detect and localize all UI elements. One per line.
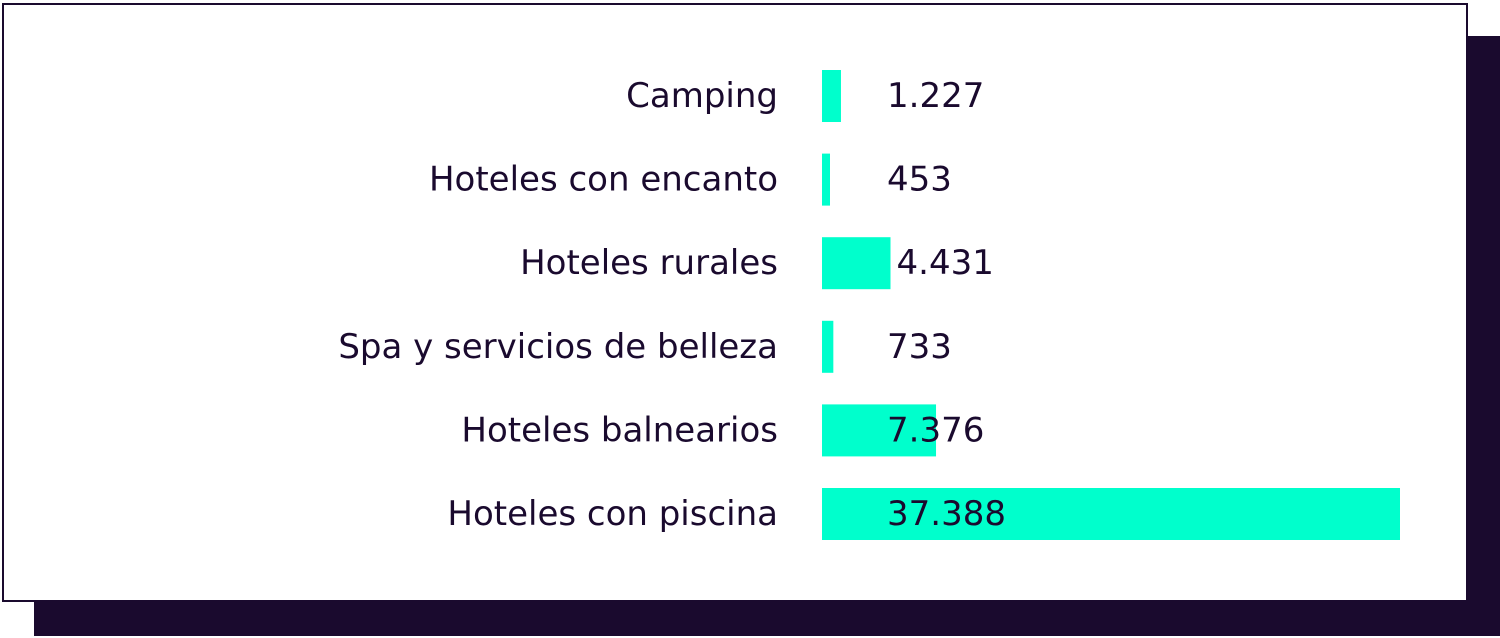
category-label: Hoteles con piscina: [447, 494, 778, 534]
bar-row: Hoteles con piscina 37.388: [447, 488, 1400, 540]
bar: [822, 237, 891, 290]
value-label: 7.376: [887, 410, 984, 450]
bar-row: Hoteles con encanto 453: [429, 153, 952, 206]
bar: [822, 404, 937, 457]
category-label: Spa y servicios de belleza: [338, 327, 778, 367]
category-label: Hoteles con encanto: [429, 160, 778, 200]
value-label: 733: [887, 327, 952, 367]
category-label: Camping: [626, 76, 778, 116]
value-label: 1.227: [887, 76, 984, 116]
value-label: 37.388: [887, 494, 1006, 534]
category-label: Hoteles balnearios: [461, 410, 778, 450]
bar: [822, 70, 841, 122]
bar: [822, 153, 830, 206]
bar-row: Hoteles balnearios 7.376: [461, 404, 984, 457]
bar-row: Hoteles rurales 4.431: [520, 237, 994, 290]
value-label: 453: [887, 160, 952, 200]
bar: [822, 320, 834, 373]
bar: [822, 488, 1400, 540]
bar-row: Spa y servicios de belleza 733: [338, 320, 952, 373]
value-label: 4.431: [897, 243, 994, 283]
category-label: Hoteles rurales: [520, 243, 778, 283]
bar-row: Camping 1.227: [626, 70, 984, 122]
